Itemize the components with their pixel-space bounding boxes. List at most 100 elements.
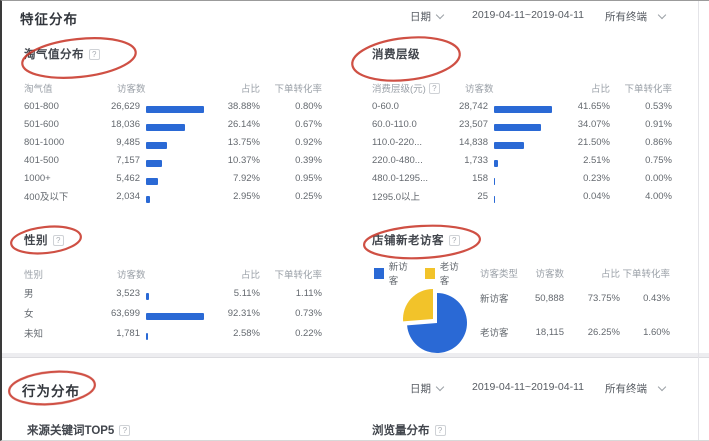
column-header: 占比 bbox=[240, 84, 260, 95]
table-row: 0-60.0 28,742 41.65% 0.53% bbox=[372, 97, 672, 115]
widget-title-source-keywords-top5: 来源关键词TOP5 ? bbox=[27, 422, 131, 438]
column-header: 占比 bbox=[240, 270, 260, 281]
legend-item-old-visitor: 老访客 bbox=[425, 259, 465, 287]
share-value: 34.07% bbox=[577, 118, 610, 130]
visitor-count: 3,523 bbox=[116, 287, 140, 299]
panel-title: 店铺新老访客 ? bbox=[364, 231, 684, 249]
visitor-count: 18,115 bbox=[535, 326, 564, 338]
conversion-value: 0.86% bbox=[645, 136, 672, 148]
visitor-count: 158 bbox=[472, 172, 488, 184]
help-icon[interactable]: ? bbox=[449, 234, 460, 246]
panel-title-text: 淘气值分布 bbox=[24, 49, 84, 61]
row-label: 1000+ bbox=[24, 172, 51, 184]
share-value: 92.31% bbox=[227, 307, 260, 319]
column-header: 访客数 bbox=[117, 270, 146, 281]
widget-title-text: 浏览量分布 bbox=[372, 425, 430, 437]
terminal-filter-dropdown[interactable]: 所有终端 bbox=[605, 9, 667, 24]
row-label: 110.0-220... bbox=[372, 136, 423, 148]
column-header: 访客类型 bbox=[480, 269, 519, 280]
visitor-count: 23,507 bbox=[458, 118, 488, 130]
column-header: 性别 bbox=[24, 270, 44, 281]
visitor-count: 1,733 bbox=[464, 154, 488, 166]
pie-legend: 新访客 老访客 bbox=[364, 259, 476, 287]
visitor-count: 5,462 bbox=[116, 172, 140, 184]
table-row: 601-800 26,629 38.88% 0.80% bbox=[24, 97, 322, 115]
share-value: 21.50% bbox=[577, 136, 610, 148]
bar-fill bbox=[146, 313, 204, 320]
panel-taoqi-distribution: 淘气值分布 ? 淘气值 访客数 占比 下单转化率 601-800 26,629 38… bbox=[24, 45, 322, 205]
visitor-count: 18,036 bbox=[110, 118, 140, 130]
help-icon[interactable]: ? bbox=[119, 424, 131, 436]
panel-new-old-visitors: 店铺新老访客 ? 新访客 老访客 访客类型 访客数 占比 下单转化率 新访客 50… bbox=[364, 231, 684, 367]
panel-title: 性别 ? bbox=[24, 231, 322, 249]
legend-label: 新访客 bbox=[388, 262, 408, 287]
visitor-count: 25 bbox=[477, 190, 488, 202]
chevron-down-icon bbox=[657, 382, 667, 392]
visitor-count: 28,742 bbox=[458, 100, 488, 112]
panel-title-text: 店铺新老访客 bbox=[372, 235, 444, 247]
help-icon[interactable]: ? bbox=[53, 234, 64, 246]
date-range-value[interactable]: 2019-04-11~2019-04-11 bbox=[472, 381, 584, 393]
visitor-count: 50,888 bbox=[534, 292, 564, 304]
bar-fill bbox=[146, 124, 186, 131]
legend-label: 老访客 bbox=[439, 262, 459, 287]
help-icon[interactable]: ? bbox=[89, 48, 100, 60]
conversion-value: 0.25% bbox=[295, 190, 322, 202]
row-label: 女 bbox=[24, 309, 34, 320]
bar-fill bbox=[494, 106, 552, 113]
terminal-filter-dropdown[interactable]: 所有终端 bbox=[605, 381, 667, 396]
visitor-count: 63,699 bbox=[110, 307, 140, 319]
help-icon[interactable]: ? bbox=[428, 82, 440, 94]
row-label: 未知 bbox=[24, 329, 44, 340]
column-header: 淘气值 bbox=[24, 84, 53, 95]
conversion-value: 0.00% bbox=[645, 172, 672, 184]
share-value: 2.58% bbox=[233, 327, 260, 339]
bar-fill bbox=[146, 293, 150, 300]
share-value: 0.23% bbox=[583, 172, 610, 184]
visitor-type-pie-chart bbox=[403, 289, 468, 353]
date-filter-dropdown[interactable]: 日期 bbox=[410, 9, 445, 24]
help-icon[interactable]: ? bbox=[434, 424, 446, 436]
conversion-value: 0.92% bbox=[295, 136, 322, 148]
row-label: 401-500 bbox=[24, 154, 59, 166]
column-header: 访客数 bbox=[465, 84, 494, 95]
conversion-value: 1.60% bbox=[643, 326, 670, 338]
widget-title-pageview-distribution: 浏览量分布 ? bbox=[372, 422, 446, 438]
conversion-value: 0.53% bbox=[645, 100, 672, 112]
date-filter-dropdown[interactable]: 日期 bbox=[410, 381, 445, 396]
row-label: 400及以下 bbox=[24, 192, 69, 203]
table-header: 淘气值 访客数 占比 下单转化率 bbox=[24, 79, 322, 97]
bar-fill bbox=[146, 106, 204, 113]
panel-gender: 性别 ? 性别 访客数 占比 下单转化率 男 3,523 5.11% 1.11% 女 63… bbox=[24, 231, 322, 343]
column-header: 访客数 bbox=[535, 269, 564, 280]
section-title-feature-distribution: 特征分布 bbox=[20, 12, 78, 27]
bar-fill bbox=[146, 160, 162, 167]
panel-consumption-level: 消费层级 消费层级(元)? 访客数 占比 下单转化率 0-60.0 28,742 4… bbox=[372, 45, 672, 205]
column-header: 下单转化率 bbox=[622, 269, 670, 280]
date-range-value[interactable]: 2019-04-11~2019-04-11 bbox=[472, 9, 584, 21]
row-label: 601-800 bbox=[24, 100, 59, 112]
row-label: 60.0-110.0 bbox=[372, 118, 417, 130]
conversion-value: 0.75% bbox=[645, 154, 672, 166]
pie-chart-wrap bbox=[364, 281, 476, 367]
bar-fill bbox=[146, 142, 167, 149]
panel-title-text: 消费层级 bbox=[372, 49, 420, 61]
share-value: 7.92% bbox=[233, 172, 260, 184]
conversion-value: 0.22% bbox=[295, 327, 322, 339]
bar-fill bbox=[494, 160, 498, 167]
row-label: 老访客 bbox=[480, 328, 509, 339]
row-label: 501-600 bbox=[24, 118, 59, 130]
conversion-value: 0.91% bbox=[645, 118, 672, 130]
table-header: 性别 访客数 占比 下单转化率 bbox=[24, 265, 322, 283]
table-row: 501-600 18,036 26.14% 0.67% bbox=[24, 115, 322, 133]
table-row: 110.0-220... 14,838 21.50% 0.86% bbox=[372, 133, 672, 151]
table-row: 480.0-1295... 158 0.23% 0.00% bbox=[372, 169, 672, 187]
row-label: 1295.0以上 bbox=[372, 192, 421, 203]
table-row: 女 63,699 92.31% 0.73% bbox=[24, 303, 322, 323]
row-label: 新访客 bbox=[480, 294, 509, 305]
share-value: 26.14% bbox=[227, 118, 260, 130]
panel-title: 淘气值分布 ? bbox=[24, 45, 322, 63]
share-value: 2.51% bbox=[583, 154, 610, 166]
legend-and-header-row: 新访客 老访客 访客类型 访客数 占比 下单转化率 bbox=[364, 262, 684, 287]
conversion-value: 0.95% bbox=[295, 172, 322, 184]
